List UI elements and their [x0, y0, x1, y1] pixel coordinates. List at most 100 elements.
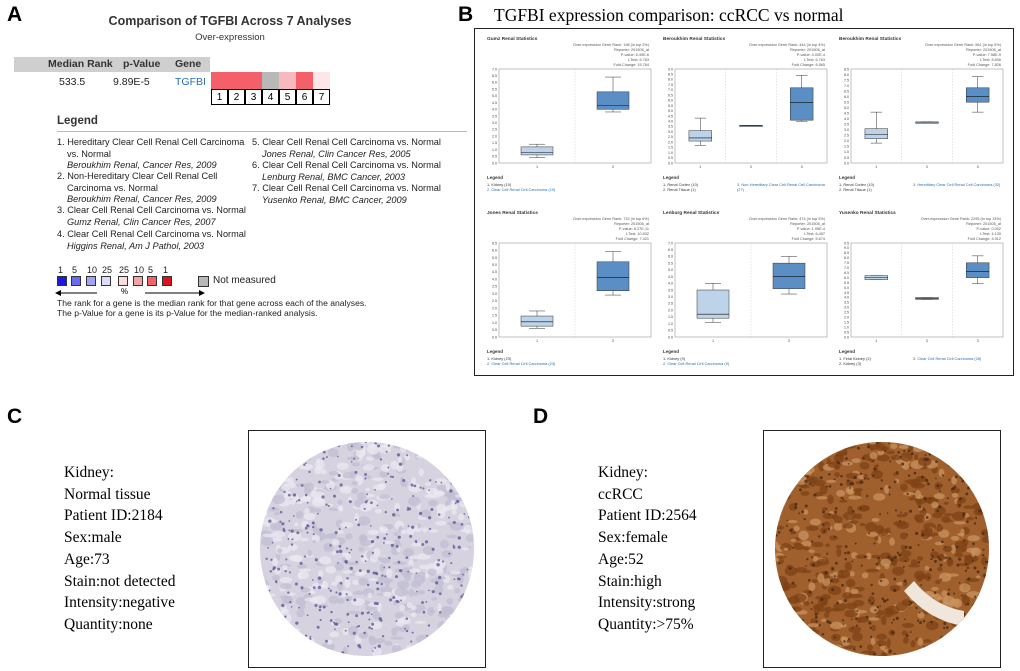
- panel-label-b: B: [458, 3, 474, 26]
- boxplot-stats: Over-expression Gene Rank: 732 (in top 6…: [573, 217, 649, 241]
- scale-label-8: 1: [163, 265, 169, 275]
- not-measured-label: Not measured: [213, 275, 276, 286]
- legend-item-7: 7. Clear Cell Renal Cell Carcinoma vs. N…: [252, 183, 441, 205]
- boxplot-stats: Over-expression Gene Rank: 444 (in top 4…: [749, 43, 825, 67]
- y-tick-label: 5.5: [844, 281, 849, 285]
- boxplot-svg: 0.00.51.01.52.02.53.03.54.04.55.05.56.06…: [492, 241, 652, 343]
- x-tick-label: 1: [875, 165, 877, 169]
- analysis-number-6: 6: [296, 89, 313, 105]
- analysis-number-5: 5: [279, 89, 296, 105]
- y-tick-label: 1.0: [668, 151, 673, 155]
- y-tick-label: 6.5: [668, 248, 673, 252]
- box-1: [696, 289, 730, 319]
- not-measured-box: [198, 276, 209, 287]
- y-tick-label: 8.0: [844, 73, 849, 77]
- y-tick-label: 0.5: [844, 156, 849, 160]
- scale-label-7: 5: [148, 265, 154, 275]
- panel-a-subtitle: Over-expression: [195, 32, 265, 43]
- y-tick-label: 9.5: [844, 241, 849, 245]
- y-tick-label: 4.5: [844, 291, 849, 295]
- panel-label-d: D: [533, 405, 549, 428]
- x-tick-label: 3: [977, 165, 979, 169]
- boxplot-title: Beroukhim Renal Statistics: [663, 37, 726, 42]
- box-1: [688, 130, 712, 142]
- scale-percent: %: [121, 287, 129, 296]
- y-tick-label: 3.5: [668, 288, 673, 292]
- y-tick-label: 8.5: [844, 251, 849, 255]
- y-tick-label: 7.5: [844, 78, 849, 82]
- analysis-number-4: 4: [262, 89, 279, 105]
- x-tick-label: 3: [801, 165, 803, 169]
- y-tick-label: 2.5: [668, 302, 673, 306]
- ihc-ccrcc-tissue-core: [775, 442, 989, 656]
- analysis-cell-3[interactable]: [245, 72, 262, 89]
- y-tick-label: 1.5: [492, 141, 497, 145]
- scale-label-3: 10: [87, 265, 98, 275]
- panel-label-c: C: [7, 405, 23, 428]
- y-tick-label: 0.5: [492, 155, 497, 159]
- y-tick-label: 2.5: [844, 134, 849, 138]
- boxplot-legend-item: 2. Clear Cell Renal Cell Carcinoma (10): [487, 187, 556, 192]
- ihc-normal-tissue-core: [260, 442, 474, 656]
- analysis-cell-6[interactable]: [296, 72, 313, 89]
- y-tick-label: 5.5: [668, 104, 673, 108]
- boxplot-panel-4: Jones Renal Statistics Over-expression Ge…: [481, 207, 655, 369]
- boxplot-legend-item: 2. Renal Tissue (1): [663, 187, 696, 192]
- y-tick-label: 7.0: [668, 241, 673, 245]
- y-tick-label: 4.0: [668, 282, 673, 286]
- y-tick-label: 2.0: [492, 134, 497, 138]
- boxplot-title: Jones Renal Statistics: [487, 211, 538, 216]
- analysis-cell-1[interactable]: [211, 72, 228, 89]
- boxplot-legend-item: 2. Clear Cell Renal Cell Carcinoma (9): [663, 361, 730, 366]
- x-tick-label: 1: [712, 339, 714, 343]
- y-tick-label: 6.0: [492, 81, 497, 85]
- boxplot-title: Lenburg Renal Statistics: [663, 211, 720, 216]
- header-median-rank: Median Rank: [48, 58, 113, 70]
- box-3: [966, 87, 990, 103]
- boxplot-legend-item: 1. Kidney (10): [487, 182, 512, 187]
- row-gene-link[interactable]: TGFBI: [175, 76, 206, 88]
- y-tick-label: 1.0: [668, 322, 673, 326]
- analysis-cell-7[interactable]: [313, 72, 330, 89]
- panel-a-title: Comparison of TGFBI Across 7 Analyses: [108, 14, 352, 28]
- legend-item-4: 4. Clear Cell Renal Cell Carcinoma vs. N…: [57, 229, 246, 251]
- x-tick-label: 1: [536, 339, 538, 343]
- analysis-cell-5[interactable]: [279, 72, 296, 89]
- y-tick-label: 0.0: [668, 161, 673, 165]
- scale-swatch-1: [57, 276, 67, 286]
- boxplot-svg: 0.00.51.01.52.02.53.03.54.04.55.05.56.06…: [668, 67, 828, 169]
- y-tick-label: 9.0: [844, 246, 849, 250]
- box-1: [864, 128, 888, 139]
- scale-label-2: 5: [72, 265, 78, 275]
- boxplot-legend-item: 2. Renal Tissue (1): [839, 187, 872, 192]
- y-tick-label: 4.0: [844, 117, 849, 121]
- ihc-image-ccrcc-frame: [763, 430, 1001, 668]
- x-tick-label: 3: [977, 339, 979, 343]
- y-tick-label: 1.5: [668, 315, 673, 319]
- y-tick-label: 5.5: [492, 256, 497, 260]
- y-tick-label: 4.0: [844, 296, 849, 300]
- y-tick-label: 3.5: [668, 125, 673, 129]
- analysis-cell-4[interactable]: [262, 72, 279, 89]
- scale-label-6: 10: [134, 265, 145, 275]
- y-tick-label: 2.0: [668, 140, 673, 144]
- scale-arrows: [55, 290, 205, 296]
- y-tick-label: 5.5: [844, 100, 849, 104]
- boxplot-legend-header: Legend: [663, 349, 680, 354]
- scale-swatch-3: [86, 276, 96, 286]
- y-tick-label: 3.0: [844, 128, 849, 132]
- y-tick-label: 6.0: [668, 255, 673, 259]
- rank-note: The rank for a gene is the median rank f…: [57, 298, 367, 318]
- y-tick-label: 2.0: [844, 139, 849, 143]
- boxplot-legend-header: Legend: [839, 349, 856, 354]
- y-tick-label: 0.0: [844, 161, 849, 165]
- y-tick-label: 1.5: [492, 314, 497, 318]
- y-tick-label: 6.5: [492, 241, 497, 245]
- boxplot-svg: 0.00.51.01.52.02.53.03.54.04.55.05.56.06…: [844, 241, 1004, 343]
- y-tick-label: 4.0: [668, 120, 673, 124]
- x-tick-label: 2: [612, 339, 614, 343]
- analysis-cell-2[interactable]: [228, 72, 245, 89]
- box-3: [790, 87, 814, 121]
- y-tick-label: 6.5: [844, 89, 849, 93]
- boxplot-legend-header: Legend: [663, 175, 680, 180]
